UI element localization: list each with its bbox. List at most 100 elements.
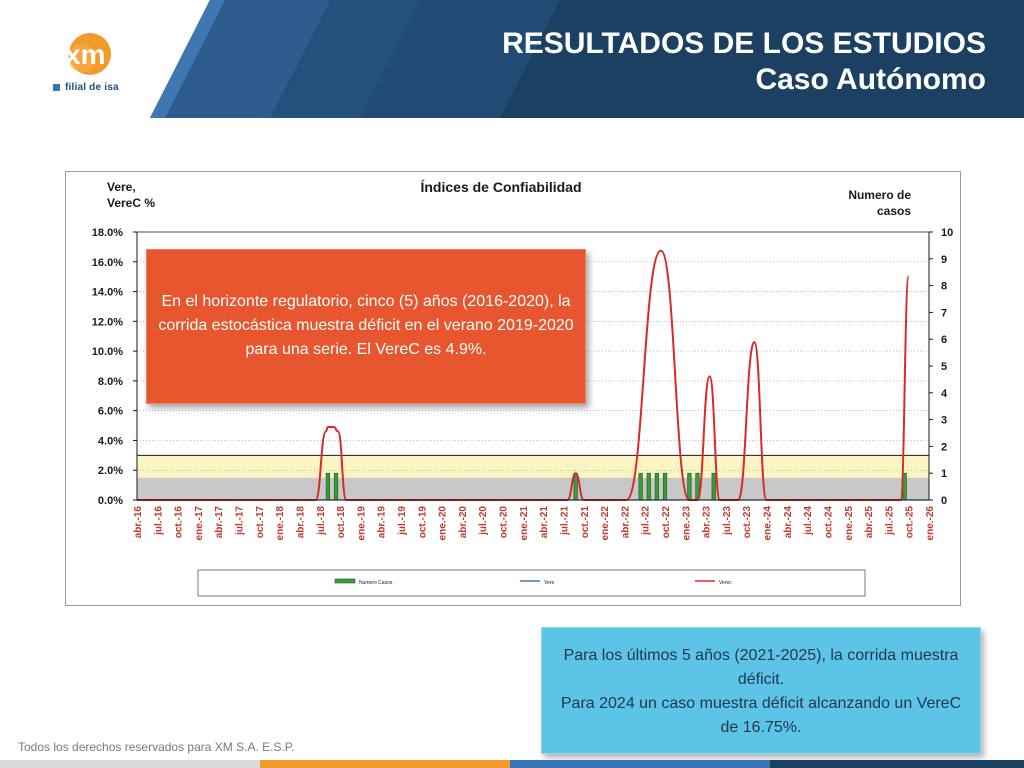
legend-label: Vere xyxy=(544,580,555,586)
callout-right-line-2: Para 2024 un caso muestra déficit alcanz… xyxy=(560,695,962,736)
x-tick-label: abr.-22 xyxy=(620,506,631,539)
left-tick-label: 16.0% xyxy=(92,257,123,269)
x-tick-label: jul.-21 xyxy=(559,506,570,536)
logo-text: xm xyxy=(65,39,105,70)
logo-square-icon xyxy=(53,84,60,91)
right-tick-label: 0 xyxy=(941,495,947,507)
legend-box xyxy=(197,569,866,597)
case-bar xyxy=(333,472,339,501)
x-tick-label: abr.-18 xyxy=(295,506,306,539)
left-axis-label-1: Vere, xyxy=(107,180,136,194)
x-tick-label: jul.-17 xyxy=(235,506,246,536)
right-tick-label: 1 xyxy=(941,468,947,480)
reliability-chart: Índices de Confiabilidad Vere, VereC % N… xyxy=(92,179,953,597)
x-tick-label: ene.-21 xyxy=(519,506,530,541)
case-bar xyxy=(325,472,330,501)
reference-band xyxy=(137,455,929,478)
right-tick-label: 4 xyxy=(941,388,948,400)
x-tick-label: ene.-25 xyxy=(844,506,855,541)
title-line-2: Caso Autónomo xyxy=(755,63,986,96)
x-tick-label: abr.-20 xyxy=(458,506,469,539)
chart-legend: Numero Casos Vere Verec xyxy=(197,569,866,597)
x-tick-label: oct.-16 xyxy=(174,506,185,539)
case-bar xyxy=(638,472,643,501)
right-tick-label: 3 xyxy=(941,415,947,427)
callout-right-note: Para los últimos 5 años (2021-2025), la … xyxy=(541,627,981,754)
x-tick-label: oct.-20 xyxy=(499,506,510,539)
x-tick-label: abr.-19 xyxy=(377,506,388,539)
case-count-bars xyxy=(325,472,907,501)
x-tick-label: jul.-18 xyxy=(316,506,327,536)
right-tick-label: 9 xyxy=(941,254,947,266)
left-tick-label: 4.0% xyxy=(98,435,123,447)
x-axis-ticks: abr.-16 jul.-16 oct.-16 ene.-17 abr.-17 jul.-… xyxy=(133,506,936,541)
case-bar xyxy=(654,472,659,501)
legend-swatch xyxy=(334,578,356,584)
x-tick-label: ene.-26 xyxy=(925,506,936,541)
x-tick-label: abr.-25 xyxy=(864,506,875,539)
x-tick-label: oct.-17 xyxy=(255,506,266,539)
x-tick-label: abr.-24 xyxy=(783,506,794,539)
x-tick-label: ene.-18 xyxy=(275,506,286,541)
right-axis-label-2: casos xyxy=(877,204,911,218)
x-tick-label: oct.-18 xyxy=(336,506,347,539)
reference-band xyxy=(137,477,929,500)
legend-label: Numero Casos xyxy=(359,580,393,586)
x-tick-label: abr.-17 xyxy=(214,506,225,539)
x-tick-label: ene.-22 xyxy=(600,506,611,541)
x-tick-label: ene.-19 xyxy=(356,506,367,541)
case-bar xyxy=(711,472,716,501)
footer-segment xyxy=(260,760,510,768)
right-tick-label: 5 xyxy=(941,361,947,373)
x-tick-label: jul.-16 xyxy=(153,506,164,536)
xm-logo-mark: xm xyxy=(65,33,111,75)
x-tick-label: jul.-25 xyxy=(884,506,895,536)
left-tick-label: 8.0% xyxy=(98,376,123,388)
x-tick-label: ene.-23 xyxy=(681,506,692,541)
x-tick-label: abr.-23 xyxy=(702,506,713,539)
left-tick-label: 6.0% xyxy=(98,406,123,418)
case-bar xyxy=(573,472,578,501)
footer-copyright: Todos los derechos reservados para XM S.… xyxy=(18,740,295,754)
right-tick-label: 10 xyxy=(941,227,953,239)
footer-segment xyxy=(510,760,770,768)
right-tick-label: 2 xyxy=(941,441,947,453)
left-axis-ticks: 0.0% 2.0% 4.0% 6.0% 8.0% 10.0% 12.0% 14.0% 16.0%… xyxy=(92,227,137,507)
left-tick-label: 0.0% xyxy=(98,495,123,507)
chart-title: Índices de Confiabilidad xyxy=(420,179,581,195)
callout-left-note: En el horizonte regulatorio, cinco (5) a… xyxy=(146,249,586,404)
x-tick-label: oct.-23 xyxy=(742,506,753,539)
callout-right-line-1: Para los últimos 5 años (2021-2025), la … xyxy=(563,647,959,688)
case-bar xyxy=(646,472,651,501)
footer-segment xyxy=(770,760,1024,768)
x-tick-label: abr.-16 xyxy=(133,506,144,539)
x-tick-label: oct.-24 xyxy=(823,506,834,539)
x-tick-label: abr.-21 xyxy=(539,506,550,539)
left-tick-label: 10.0% xyxy=(92,346,123,358)
page-title: RESULTADOS DE LOS ESTUDIOS Caso Autónomo xyxy=(502,26,986,98)
x-tick-label: jul.-23 xyxy=(722,506,733,536)
header-banner: xm filial de isa RESULTADOS DE LOS ESTUD… xyxy=(0,0,1024,118)
right-axis-ticks: 0 1 2 3 4 5 6 7 8 9 10 xyxy=(929,227,953,507)
x-tick-label: jul.-22 xyxy=(641,506,652,536)
right-tick-label: 8 xyxy=(941,281,947,293)
x-tick-label: ene.-24 xyxy=(763,506,774,541)
x-tick-label: jul.-19 xyxy=(397,506,408,536)
x-tick-label: jul.-24 xyxy=(803,506,814,536)
reference-bands xyxy=(137,454,929,500)
footer-color-bar xyxy=(0,760,1024,768)
legend-label: Verec xyxy=(719,580,732,586)
left-tick-label: 2.0% xyxy=(98,465,123,477)
x-tick-label: jul.-20 xyxy=(478,506,489,536)
footer-segment xyxy=(0,760,260,768)
left-tick-label: 18.0% xyxy=(92,227,123,239)
header-background xyxy=(0,0,1024,118)
x-tick-label: ene.-17 xyxy=(194,506,205,541)
case-bar xyxy=(687,472,692,501)
left-tick-label: 14.0% xyxy=(92,287,123,299)
title-line-1: RESULTADOS DE LOS ESTUDIOS xyxy=(502,27,986,60)
right-axis-label-1: Numero de xyxy=(848,188,911,202)
right-tick-label: 7 xyxy=(941,307,947,319)
verec-line xyxy=(137,249,910,502)
left-axis-label-2: VereC % xyxy=(107,196,155,210)
